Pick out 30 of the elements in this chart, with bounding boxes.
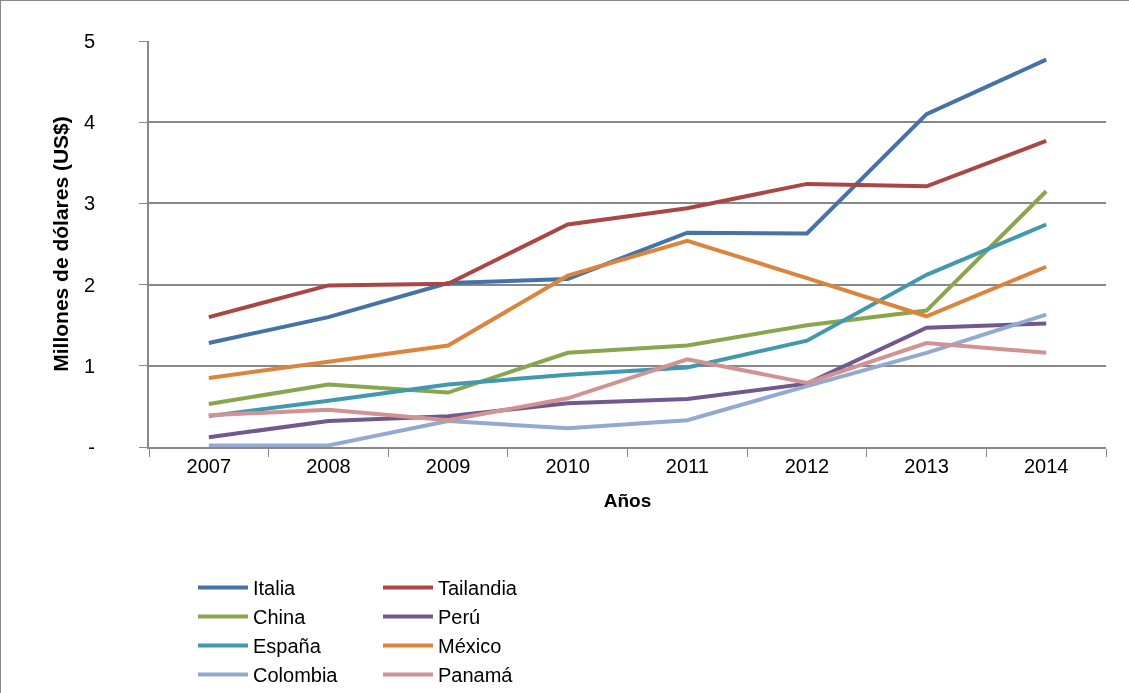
line-series xyxy=(206,238,1049,380)
legend-label: Tailandia xyxy=(438,577,518,600)
legend-label: Perú xyxy=(438,606,481,629)
legend-label: México xyxy=(438,635,502,658)
line-series xyxy=(206,222,1049,419)
y-tick-label: 1 xyxy=(83,354,95,377)
legend-label: Colombia xyxy=(253,664,339,687)
legend-label: Panamá xyxy=(438,664,514,687)
x-tick-label: 2008 xyxy=(306,455,351,477)
y-tick-label: 2 xyxy=(83,273,95,296)
legend-label: Italia xyxy=(253,577,297,600)
y-tick-label: 4 xyxy=(83,111,95,134)
y-axis-title: Millones de dólares (US$) xyxy=(48,116,72,372)
legend-label: China xyxy=(253,606,307,629)
x-tick-label: 2009 xyxy=(425,455,471,477)
y-tick-label: - xyxy=(88,436,95,458)
x-tick-label: 2010 xyxy=(545,455,590,477)
y-tick-label: 5 xyxy=(83,30,95,52)
x-tick-label: 2012 xyxy=(784,455,830,477)
x-axis-title: Años xyxy=(603,490,652,512)
x-tick-label: 2014 xyxy=(1023,455,1069,477)
legend-label: España xyxy=(253,635,322,658)
line-series xyxy=(206,341,1049,423)
line-series xyxy=(206,189,1049,406)
x-tick-label: 2011 xyxy=(665,455,709,477)
y-tick-label: 3 xyxy=(83,192,95,215)
x-tick-label: 2007 xyxy=(186,455,232,477)
line-series xyxy=(206,138,1049,320)
x-tick-label: 2013 xyxy=(904,455,949,477)
line-series xyxy=(206,57,1049,346)
